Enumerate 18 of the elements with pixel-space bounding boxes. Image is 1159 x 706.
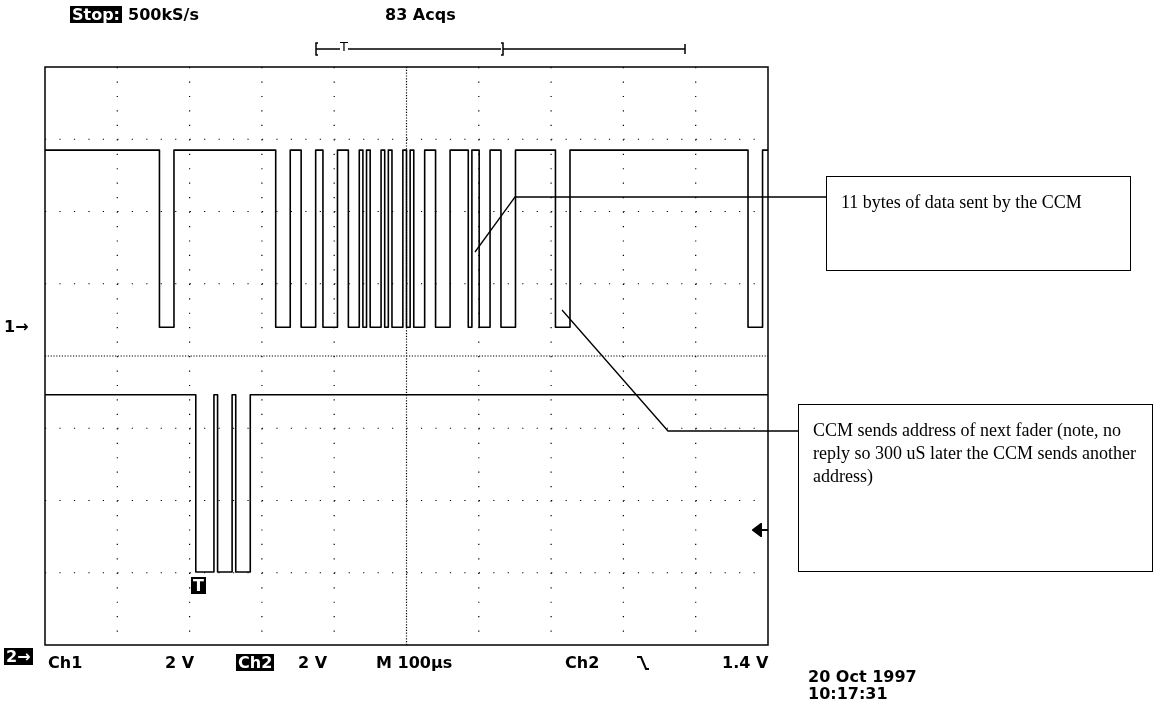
text: Ch2 [565, 653, 600, 672]
text: Ch2 [236, 653, 275, 672]
text: CCM sends address of next fader (note, no reply so 300 uS later the CCM sends another address) [798, 404, 1153, 572]
text: 83 Acqs [385, 5, 456, 24]
text: 1→ [4, 317, 29, 336]
text: 1.4 V [722, 653, 769, 672]
text: Ch1 [48, 653, 83, 672]
text: Stop: [70, 5, 123, 24]
text: T [340, 39, 348, 54]
text: M 100µs [376, 653, 453, 672]
text: 20 Oct 1997 [808, 667, 917, 686]
text: 500kS/s [128, 5, 199, 24]
text: 2 V [298, 653, 328, 672]
text: 2→ [4, 647, 33, 666]
text: 2 V [165, 653, 195, 672]
text: 11 bytes of data sent by the CCM [826, 176, 1131, 271]
text: T [191, 576, 206, 595]
text: 10:17:31 [808, 684, 888, 703]
